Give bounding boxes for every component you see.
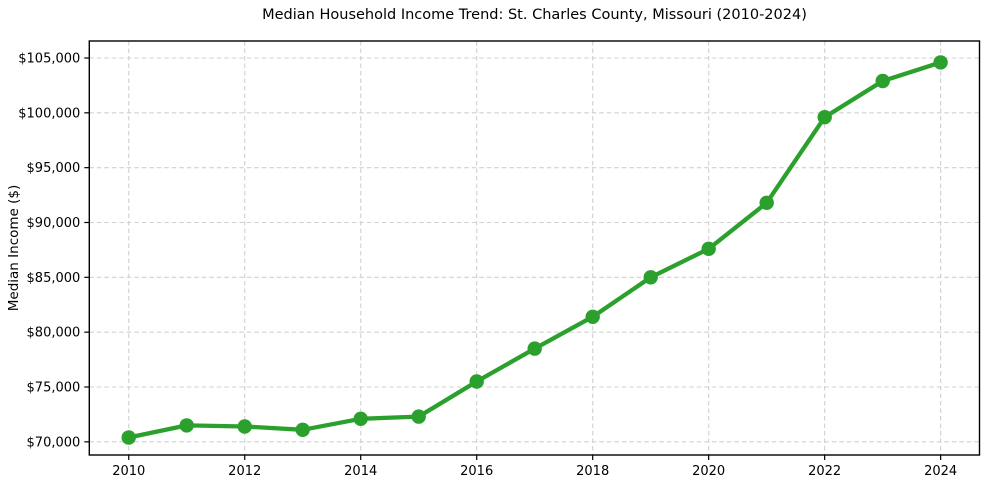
data-point	[527, 341, 542, 356]
data-point	[701, 241, 716, 256]
data-point	[353, 411, 368, 426]
data-point	[295, 422, 310, 437]
x-tick-label: 2018	[576, 464, 609, 479]
x-tick-label: 2016	[460, 464, 493, 479]
data-point	[179, 418, 194, 433]
data-point	[759, 195, 774, 210]
data-series-layer	[121, 55, 948, 445]
data-point	[121, 430, 136, 445]
x-tick-label: 2012	[228, 464, 261, 479]
y-tick-label: $105,000	[18, 51, 80, 66]
y-tick-label: $90,000	[27, 216, 81, 231]
data-point	[585, 309, 600, 324]
data-point	[469, 374, 484, 389]
data-point	[643, 270, 658, 285]
x-tick-label: 2020	[692, 464, 725, 479]
y-tick-label: $95,000	[27, 161, 81, 176]
x-tick-label: 2010	[112, 464, 145, 479]
data-point	[875, 73, 890, 89]
x-tick-label: 2022	[808, 464, 841, 479]
x-tick-label: 2024	[924, 464, 957, 479]
tick-layer: $70,000 $75,000 $80,000 $85,000 $90,000 $95,0…	[18, 51, 957, 479]
y-tick-label: $70,000	[27, 435, 81, 450]
data-point	[237, 419, 252, 434]
grid-layer	[89, 41, 980, 455]
y-tick-label: $85,000	[27, 271, 81, 286]
y-tick-label: $80,000	[27, 326, 81, 341]
data-point	[933, 55, 948, 70]
plot-border	[88, 40, 981, 456]
data-point	[411, 409, 426, 424]
x-tick-label: 2014	[344, 464, 377, 479]
y-axis-label: Median Income ($)	[6, 185, 22, 311]
y-tick-label: $100,000	[18, 106, 80, 121]
chart-title: Median Household Income Trend: St. Charl…	[262, 7, 807, 23]
data-point	[817, 110, 832, 125]
y-tick-label: $75,000	[27, 381, 81, 396]
